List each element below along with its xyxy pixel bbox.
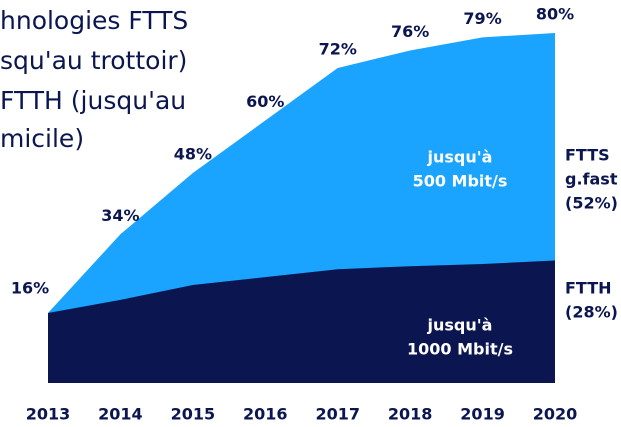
data-label: 34% [101, 206, 139, 225]
side-label: (28%) [565, 303, 618, 322]
side-label: FTTS [565, 146, 610, 165]
x-tick-label: 2013 [26, 405, 71, 424]
side-label: g.fast [565, 170, 618, 189]
data-label: 60% [246, 92, 284, 111]
x-tick-label: 2019 [460, 405, 505, 424]
side-label: FTTH [565, 279, 612, 298]
title-line: hnologies FTTS [0, 6, 188, 35]
x-tick-label: 2020 [533, 405, 578, 424]
series-area [48, 260, 555, 383]
data-label: 72% [319, 40, 357, 59]
data-label: 80% [536, 5, 574, 24]
x-tick-label: 2015 [171, 405, 216, 424]
title-line: micile) [0, 124, 84, 153]
data-label: 48% [174, 145, 212, 164]
annotation: jusqu'à [427, 148, 493, 167]
annotation: jusqu'à [427, 316, 493, 335]
x-tick-label: 2017 [315, 405, 360, 424]
data-label: 16% [11, 279, 49, 298]
annotation: 500 Mbit/s [413, 172, 508, 191]
side-label: (52%) [565, 194, 618, 213]
title-line: squ'au trottoir) [0, 46, 187, 75]
x-tick-label: 2016 [243, 405, 288, 424]
title-line: FTTH (jusqu'au [0, 86, 186, 115]
x-tick-label: 2014 [98, 405, 143, 424]
x-tick-label: 2018 [388, 405, 433, 424]
data-label: 76% [391, 22, 429, 41]
data-label: 79% [463, 9, 501, 28]
annotation: 1000 Mbit/s [407, 340, 513, 359]
